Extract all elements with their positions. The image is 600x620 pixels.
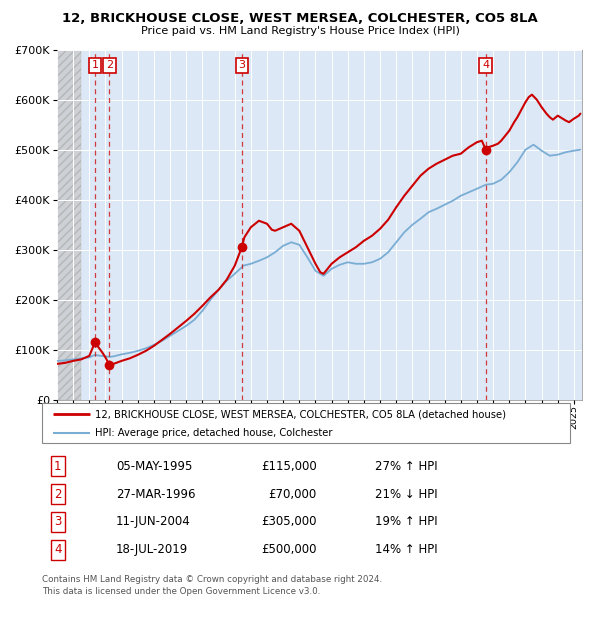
Text: 18-JUL-2019: 18-JUL-2019 (116, 543, 188, 556)
Text: 1: 1 (91, 60, 98, 70)
Text: 14% ↑ HPI: 14% ↑ HPI (374, 543, 437, 556)
Text: 05-MAY-1995: 05-MAY-1995 (116, 460, 192, 473)
Text: 21% ↓ HPI: 21% ↓ HPI (374, 487, 437, 500)
Text: Contains HM Land Registry data © Crown copyright and database right 2024.
This d: Contains HM Land Registry data © Crown c… (42, 575, 382, 596)
Text: 27-MAR-1996: 27-MAR-1996 (116, 487, 196, 500)
Text: £500,000: £500,000 (261, 543, 317, 556)
Text: Price paid vs. HM Land Registry's House Price Index (HPI): Price paid vs. HM Land Registry's House … (140, 26, 460, 36)
Text: 4: 4 (482, 60, 489, 70)
Text: 3: 3 (238, 60, 245, 70)
Text: 12, BRICKHOUSE CLOSE, WEST MERSEA, COLCHESTER, CO5 8LA: 12, BRICKHOUSE CLOSE, WEST MERSEA, COLCH… (62, 12, 538, 25)
Text: £115,000: £115,000 (261, 460, 317, 473)
Text: 2: 2 (106, 60, 113, 70)
Text: 27% ↑ HPI: 27% ↑ HPI (374, 460, 437, 473)
Text: 12, BRICKHOUSE CLOSE, WEST MERSEA, COLCHESTER, CO5 8LA (detached house): 12, BRICKHOUSE CLOSE, WEST MERSEA, COLCH… (95, 409, 506, 419)
Text: £70,000: £70,000 (268, 487, 317, 500)
Text: 2: 2 (54, 487, 62, 500)
Bar (57, 50, 81, 400)
Text: 1: 1 (54, 460, 62, 473)
Text: 4: 4 (54, 543, 62, 556)
Text: 19% ↑ HPI: 19% ↑ HPI (374, 515, 437, 528)
FancyBboxPatch shape (42, 403, 570, 443)
Text: 11-JUN-2004: 11-JUN-2004 (116, 515, 191, 528)
Text: £305,000: £305,000 (261, 515, 317, 528)
Text: HPI: Average price, detached house, Colchester: HPI: Average price, detached house, Colc… (95, 428, 332, 438)
Text: 3: 3 (54, 515, 62, 528)
